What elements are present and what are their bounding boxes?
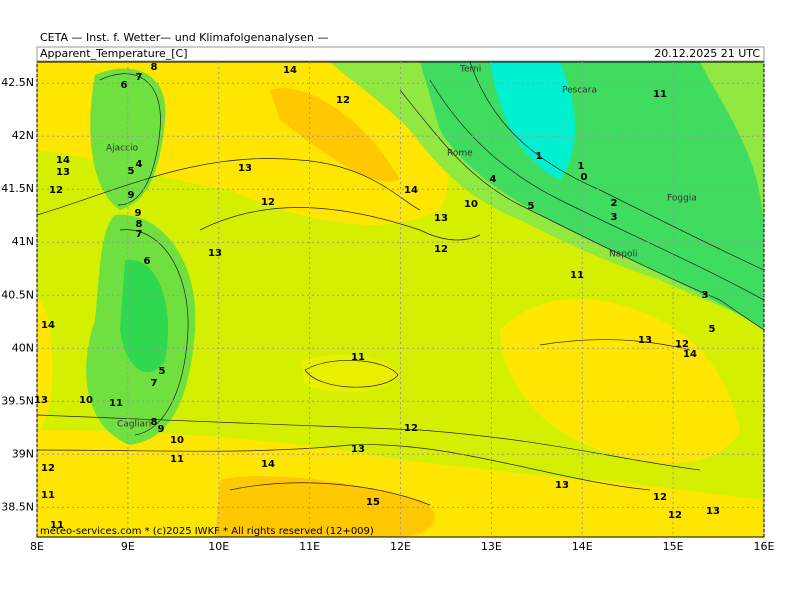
y-tick-label: 39N	[12, 447, 34, 460]
copyright: meteo-services.com * (c)2025 IWKF * All …	[40, 526, 374, 537]
org-title: CETA — Inst. f. Wetter— und Klimafolgena…	[40, 31, 328, 44]
x-tick-label: 10E	[208, 540, 229, 553]
contour-label: 11	[170, 454, 184, 465]
contour-label: 1	[578, 161, 585, 172]
contour-label: 11	[351, 352, 365, 363]
contour-label: 12	[404, 423, 418, 434]
contour-label: 13	[706, 506, 720, 517]
contour-label: 13	[238, 163, 252, 174]
y-tick-label: 38.5N	[1, 500, 34, 513]
city-label: Foggia	[667, 194, 697, 204]
contour-label: 9	[128, 190, 135, 201]
contour-label: 13	[351, 444, 365, 455]
x-tick-label: 11E	[299, 540, 320, 553]
contour-label: 3	[702, 290, 709, 301]
contour-label: 14	[261, 459, 275, 470]
contour-label: 12	[675, 339, 689, 350]
x-tick-label: 16E	[754, 540, 775, 553]
contour-label: 12	[49, 185, 63, 196]
y-tick-label: 41N	[12, 235, 34, 248]
contour-label: 5	[528, 201, 535, 212]
city-label: Pescara	[562, 86, 597, 96]
contour-label: 12	[41, 463, 55, 474]
contour-label: 11	[41, 490, 55, 501]
contour-label: 13	[56, 167, 70, 178]
contour-label: 0	[581, 172, 588, 183]
contour-label: 7	[151, 378, 158, 389]
contour-label: 5	[159, 366, 166, 377]
contour-label: 14	[404, 185, 418, 196]
x-tick-label: 14E	[572, 540, 593, 553]
x-tick-label: 9E	[121, 540, 135, 553]
contour-label: 5	[128, 166, 135, 177]
contour-label: 13	[434, 213, 448, 224]
contour-label: 5	[709, 324, 716, 335]
contour-label: 3	[611, 212, 618, 223]
contour-label: 7	[136, 229, 143, 240]
x-tick-label: 13E	[481, 540, 502, 553]
contour-label: 7	[136, 72, 143, 83]
contour-label: 10	[79, 395, 93, 406]
city-label: Cagliari	[117, 420, 151, 430]
contour-label: 12	[434, 244, 448, 255]
contour-label: 13	[555, 480, 569, 491]
contour-label: 2	[611, 198, 618, 209]
contour-label: 11	[570, 270, 584, 281]
contour-label: 12	[336, 95, 350, 106]
y-tick-label: 41.5N	[1, 182, 34, 195]
x-tick-label: 15E	[663, 540, 684, 553]
contour-label: 10	[464, 199, 478, 210]
y-tick-label: 42N	[12, 129, 34, 142]
contour-label: 6	[121, 80, 128, 91]
timestamp: 20.12.2025 21 UTC	[654, 47, 760, 60]
contour-label: 9	[158, 424, 165, 435]
contour-label: 8	[151, 62, 158, 73]
contour-label: 11	[109, 398, 123, 409]
contour-label: 12	[668, 510, 682, 521]
map-title: Apparent_Temperature_[C]	[40, 47, 188, 60]
contour-label: 11	[50, 520, 64, 531]
x-tick-label: 12E	[390, 540, 411, 553]
contour-label: 14	[56, 155, 70, 166]
contour-label: 8	[151, 417, 158, 428]
y-tick-label: 42.5N	[1, 76, 34, 89]
contour-label: 13	[208, 248, 222, 259]
contour-label: 6	[144, 256, 151, 267]
contour-label: 10	[170, 435, 184, 446]
contour-label: 8	[136, 219, 143, 230]
city-label: Rome	[447, 149, 473, 159]
contour-label: 14	[683, 349, 697, 360]
contour-label: 14	[283, 65, 297, 76]
city-label: Ajaccio	[106, 144, 139, 154]
contour-label: 4	[490, 174, 497, 185]
contour-label: 12	[653, 492, 667, 503]
title-bar	[36, 46, 765, 62]
city-label: Terni	[459, 65, 481, 75]
contour-label: 12	[261, 197, 275, 208]
contour-label: 11	[653, 89, 667, 100]
contour-label: 4	[136, 159, 143, 170]
contour-label: 13	[34, 395, 48, 406]
city-label: Napoli	[609, 250, 637, 260]
contour-label: 13	[638, 335, 652, 346]
x-tick-label: 8E	[30, 540, 44, 553]
y-tick-label: 40N	[12, 341, 34, 354]
contour-label: 14	[41, 320, 55, 331]
contour-label: 1	[536, 151, 543, 162]
contour-label: 15	[366, 497, 380, 508]
field	[37, 62, 764, 537]
y-tick-label: 40.5N	[1, 288, 34, 301]
contour-label: 9	[135, 208, 142, 219]
y-tick-label: 39.5N	[1, 394, 34, 407]
